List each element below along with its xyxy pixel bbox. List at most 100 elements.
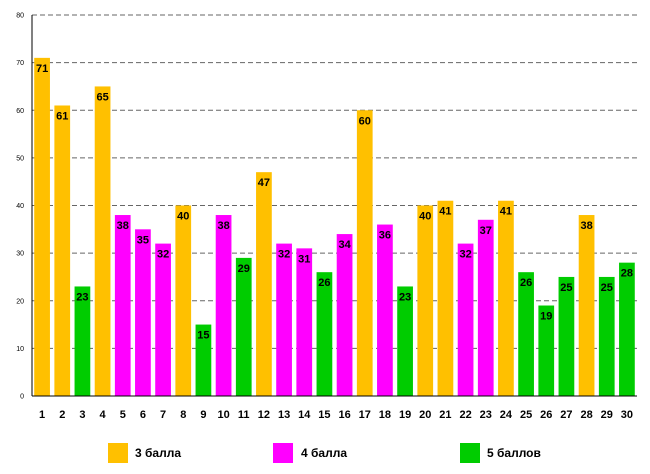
bar xyxy=(114,215,131,396)
data-label: 41 xyxy=(500,206,512,218)
x-tick-label: 2 xyxy=(59,409,65,421)
bar xyxy=(336,234,353,396)
x-tick-label: 15 xyxy=(318,409,330,421)
y-tick-label: 40 xyxy=(16,203,24,210)
x-axis: 1 2 3 4 5 6 7 8 9 10 11 12 13 14 15 16 17 18 19 20 21 22 23 24 2… xyxy=(32,395,637,421)
legend-swatch-5 xyxy=(460,443,480,463)
data-label: 23 xyxy=(76,291,88,303)
data-label: 31 xyxy=(298,253,310,265)
y-axis: 0 10 20 30 40 50 60 70 80 xyxy=(16,13,33,401)
legend-swatch-3 xyxy=(108,443,128,463)
data-label: 36 xyxy=(379,230,391,242)
x-tick-label: 16 xyxy=(338,409,350,421)
bar xyxy=(437,200,454,396)
x-tick-label: 11 xyxy=(238,409,250,421)
x-tick-label: 28 xyxy=(580,409,592,421)
bars xyxy=(34,57,635,397)
x-tick-label: 3 xyxy=(79,409,85,421)
data-label: 37 xyxy=(480,225,492,237)
x-tick-label: 19 xyxy=(399,409,411,421)
x-tick-label: 8 xyxy=(180,409,186,421)
legend-label-5: 5 баллов xyxy=(487,446,541,460)
x-tick-label: 27 xyxy=(560,409,572,421)
data-label: 38 xyxy=(580,220,592,232)
data-label: 19 xyxy=(540,311,552,323)
y-tick-label: 50 xyxy=(16,155,24,162)
x-tick-label: 12 xyxy=(258,409,270,421)
data-label: 71 xyxy=(36,63,48,75)
y-tick-label: 60 xyxy=(16,108,24,115)
gridlines xyxy=(32,14,637,349)
bar xyxy=(296,248,313,396)
x-tick-label: 29 xyxy=(601,409,613,421)
bar xyxy=(256,172,272,396)
bar xyxy=(54,105,71,397)
x-tick-label: 9 xyxy=(200,409,206,421)
bar xyxy=(215,215,232,396)
bar xyxy=(578,215,595,396)
data-label: 38 xyxy=(217,220,229,232)
x-tick-label: 1 xyxy=(39,409,45,421)
data-label: 25 xyxy=(560,282,572,294)
x-tick-label: 18 xyxy=(379,409,391,421)
bar xyxy=(135,229,151,396)
bar xyxy=(175,205,192,396)
x-tick-label: 5 xyxy=(120,409,126,421)
x-tick-label: 17 xyxy=(359,409,371,421)
x-tick-label: 26 xyxy=(540,409,552,421)
bar xyxy=(155,243,171,396)
y-tick-label: 10 xyxy=(16,346,24,353)
bar xyxy=(94,86,111,396)
legend: 3 балла 4 балла 5 баллов xyxy=(108,443,541,463)
data-label: 41 xyxy=(439,206,451,218)
x-tick-label: 24 xyxy=(500,409,513,421)
data-label: 65 xyxy=(96,91,108,103)
bar xyxy=(457,243,474,396)
data-label: 35 xyxy=(137,234,149,246)
data-label: 47 xyxy=(258,177,270,189)
data-label: 15 xyxy=(197,330,209,342)
bar xyxy=(377,224,393,396)
data-label: 29 xyxy=(238,263,250,275)
bar xyxy=(477,219,494,396)
y-tick-label: 70 xyxy=(16,60,24,67)
x-tick-label: 6 xyxy=(140,409,146,421)
bar xyxy=(356,110,373,396)
bar xyxy=(316,272,333,396)
data-label: 38 xyxy=(117,220,129,232)
y-tick-label: 80 xyxy=(16,13,24,20)
data-label: 32 xyxy=(459,249,471,261)
data-label: 32 xyxy=(157,249,169,261)
x-tick-label: 14 xyxy=(298,409,311,421)
data-label: 34 xyxy=(338,239,351,251)
x-tick-label: 20 xyxy=(419,409,431,421)
data-label: 23 xyxy=(399,291,411,303)
bar xyxy=(417,205,434,396)
bar xyxy=(558,276,575,396)
bar xyxy=(74,286,91,396)
x-tick-label: 13 xyxy=(278,409,290,421)
bar xyxy=(518,272,534,396)
data-label: 61 xyxy=(56,110,68,122)
x-tick-label: 22 xyxy=(459,409,471,421)
data-label: 28 xyxy=(621,268,633,280)
data-label: 26 xyxy=(318,277,330,289)
data-label: 32 xyxy=(278,249,290,261)
x-tick-label: 21 xyxy=(439,409,451,421)
legend-swatch-4 xyxy=(273,443,293,463)
y-tick-label: 0 xyxy=(20,394,24,401)
data-label: 25 xyxy=(601,282,613,294)
data-label: 40 xyxy=(419,211,431,223)
bar xyxy=(598,276,615,396)
legend-label-3: 3 балла xyxy=(135,446,181,460)
bar xyxy=(498,200,514,396)
legend-label-4: 4 балла xyxy=(301,446,347,460)
data-labels: 71 61 23 65 38 35 32 40 15 38 29 47 32 31 26 34 60 36 23 40… xyxy=(36,63,633,342)
data-label: 26 xyxy=(520,277,532,289)
bar xyxy=(619,262,635,396)
x-tick-label: 7 xyxy=(160,409,166,421)
x-tick-label: 30 xyxy=(621,409,633,421)
x-tick-label: 10 xyxy=(217,409,229,421)
x-tick-label: 4 xyxy=(100,409,107,421)
